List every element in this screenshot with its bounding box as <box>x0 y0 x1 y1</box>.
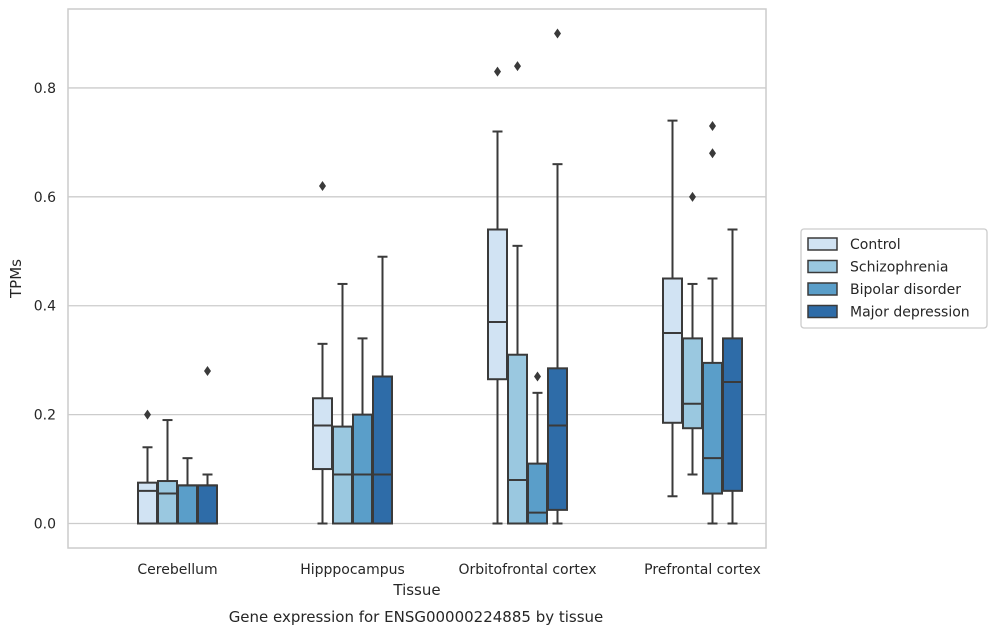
box-bipolar-disorder-1 <box>352 337 373 525</box>
box-schizophrenia-1 <box>332 282 353 525</box>
outlier-point <box>319 180 326 191</box>
legend: Control Schizophrenia Bipolar disorder Majo… <box>800 228 988 329</box>
box-iqr <box>702 361 723 495</box>
box-iqr <box>682 337 703 430</box>
figure-caption: Gene expression for ENSG00000224885 by t… <box>229 608 604 626</box>
boxes-layer <box>137 28 743 525</box>
box-iqr <box>312 397 333 471</box>
legend-label: Bipolar disorder <box>850 282 961 298</box>
box-iqr <box>177 484 198 525</box>
legend-label: Control <box>850 237 901 253</box>
box-iqr <box>487 228 508 381</box>
y-tick-label: 0.0 <box>34 517 56 533</box>
outlier-point <box>204 366 211 377</box>
box-schizophrenia-0 <box>157 419 178 525</box>
x-tick-label: Orbitofrontal cortex <box>459 562 597 578</box>
outlier-point <box>554 28 561 39</box>
outlier-point <box>534 371 541 382</box>
grid-lines <box>68 87 766 525</box>
box-iqr <box>372 375 393 525</box>
box-iqr <box>722 337 743 492</box>
box-iqr <box>137 481 158 525</box>
y-axis-label: TPMs <box>7 259 25 299</box>
legend-swatch <box>807 282 838 296</box>
x-tick-label: Hipppocampus <box>300 562 405 578</box>
box-control-2 <box>487 66 508 525</box>
box-iqr <box>507 353 528 525</box>
y-tick-label: 0.2 <box>34 408 56 424</box>
box-iqr <box>352 413 373 525</box>
outlier-point <box>709 148 716 159</box>
box-bipolar-disorder-0 <box>177 457 198 525</box>
plot-frame <box>67 8 767 549</box>
x-tick-label: Cerebellum <box>137 562 217 578</box>
legend-swatch <box>807 237 838 251</box>
legend-swatch <box>807 259 838 274</box>
legend-label: Schizophrenia <box>850 260 948 276</box>
box-major-depression-2 <box>547 28 568 525</box>
outlier-point <box>689 191 696 202</box>
legend-swatch <box>807 304 838 319</box>
outlier-point <box>709 121 716 132</box>
box-iqr <box>662 277 683 424</box>
box-schizophrenia-3 <box>682 191 703 476</box>
box-schizophrenia-2 <box>507 61 528 525</box>
box-control-1 <box>312 180 333 525</box>
outlier-point <box>144 409 151 420</box>
legend-frame <box>800 228 988 329</box>
legend-label: Major depression <box>850 305 970 321</box>
x-axis-label: Tissue <box>392 581 440 599</box>
box-major-depression-0 <box>197 366 218 525</box>
box-iqr <box>197 484 218 525</box>
box-iqr <box>527 462 548 525</box>
box-control-0 <box>137 409 158 525</box>
box-iqr <box>547 367 568 511</box>
y-tick-label: 0.6 <box>34 190 56 206</box>
box-major-depression-3 <box>722 228 743 525</box>
y-axis-ticks: 0.0 0.2 0.4 0.6 0.8 <box>34 81 56 533</box>
box-bipolar-disorder-2 <box>527 371 548 525</box>
y-tick-label: 0.4 <box>34 299 56 315</box>
x-axis-ticks: Cerebellum Hipppocampus Orbitofrontal cort… <box>137 562 760 578</box>
box-control-3 <box>662 119 683 498</box>
box-major-depression-1 <box>372 255 393 525</box>
box-bipolar-disorder-3 <box>702 121 723 525</box>
x-tick-label: Prefrontal cortex <box>644 562 761 578</box>
outlier-point <box>514 61 521 72</box>
outlier-point <box>494 66 501 77</box>
y-tick-label: 0.8 <box>34 81 56 97</box>
box-iqr <box>157 480 178 525</box>
